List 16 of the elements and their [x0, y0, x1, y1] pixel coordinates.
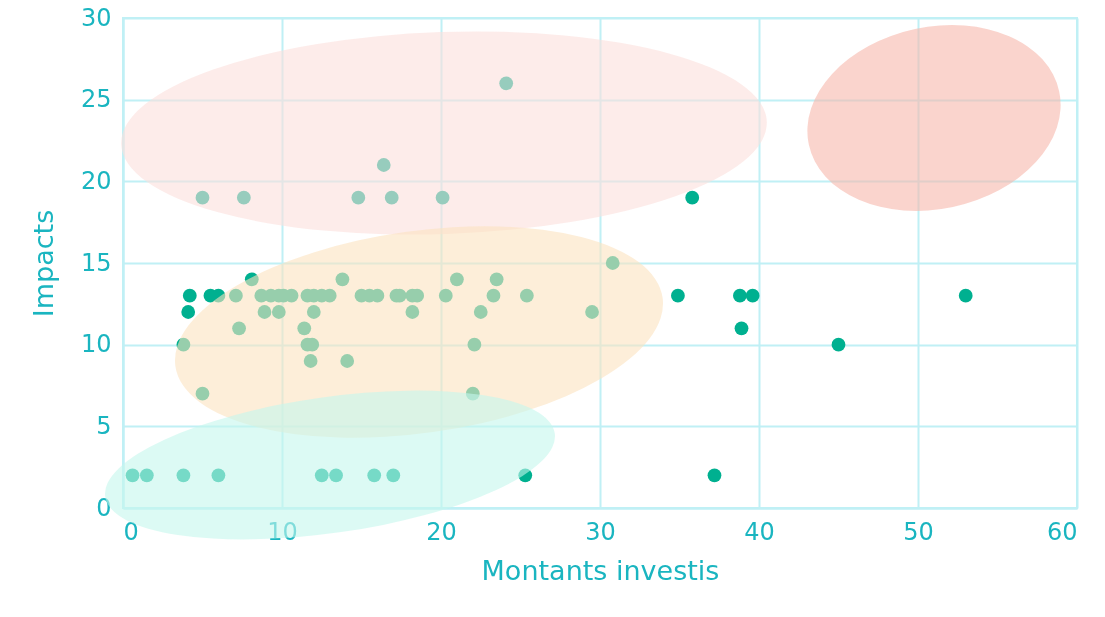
x-tick-label: 50: [903, 517, 934, 546]
y-tick-label: 25: [80, 85, 112, 114]
y-tick-label: 10: [80, 330, 112, 359]
x-axis-title: Montants investis: [481, 554, 720, 586]
x-tick-label: 40: [744, 517, 775, 546]
x-tick-label: 0: [123, 517, 139, 546]
y-tick-label: 15: [80, 248, 112, 277]
x-tick-label: 20: [426, 517, 457, 546]
y-tick-label: 0: [96, 493, 112, 522]
y-tick-label: 20: [80, 166, 112, 195]
y-axis-title: Impacts: [27, 209, 59, 318]
x-tick-label: 30: [585, 517, 616, 546]
y-tick-label: 30: [80, 3, 112, 32]
x-tick-label: 10: [267, 517, 298, 546]
x-tick-label: 60: [1046, 517, 1078, 546]
y-tick-label: 5: [96, 411, 112, 440]
